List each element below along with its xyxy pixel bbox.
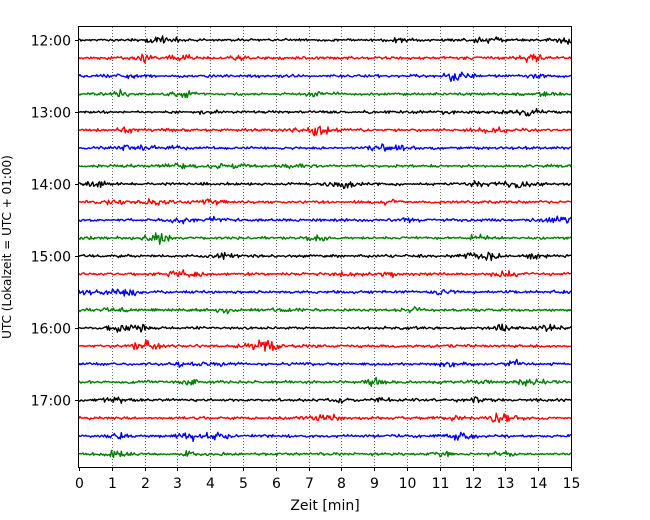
x-axis-ticks: 0 1 2 3 4 5 6 7 8 9 10 11 12 13 14 15 — [75, 467, 580, 492]
y-tick-label-1300: 13:00 — [31, 106, 71, 122]
trace-1315 — [78, 125, 572, 137]
trace-1215 — [78, 53, 572, 64]
x-axis-label: Zeit [min] — [290, 498, 359, 514]
y-tick-label-1700: 17:00 — [31, 394, 71, 410]
x-tick-label-1: 1 — [108, 476, 117, 492]
trace-1300 — [78, 108, 572, 117]
x-tick-label-10: 10 — [399, 476, 417, 492]
trace-1645 — [78, 376, 572, 387]
x-tick-label-15: 15 — [563, 476, 581, 492]
y-axis-label: UTC (Lokalzeit = UTC + 01:00) — [0, 155, 14, 339]
x-tick-label-0: 0 — [75, 476, 84, 492]
x-tick-label-14: 14 — [530, 476, 548, 492]
trace-1415 — [78, 198, 572, 206]
trace-1545 — [78, 306, 572, 315]
seismogram-traces — [78, 35, 572, 459]
trace-1430 — [78, 215, 572, 225]
y-axis-ticks: 12:00 13:00 14:00 15:00 16:00 17:00 — [31, 34, 79, 410]
trace-1515 — [78, 269, 572, 279]
x-tick-label-13: 13 — [497, 476, 515, 492]
trace-1330 — [78, 143, 572, 152]
y-tick-label-1500: 15:00 — [31, 250, 71, 266]
y-tick-label-1400: 14:00 — [31, 178, 71, 194]
y-tick-label-1600: 16:00 — [31, 322, 71, 338]
x-tick-label-6: 6 — [272, 476, 281, 492]
trace-1745 — [78, 449, 572, 459]
trace-1500 — [78, 251, 572, 262]
grid-lines — [112, 27, 539, 467]
x-tick-label-7: 7 — [305, 476, 314, 492]
trace-1445 — [78, 232, 572, 245]
x-tick-label-9: 9 — [370, 476, 379, 492]
x-tick-label-12: 12 — [465, 476, 483, 492]
trace-1615 — [78, 339, 572, 352]
x-tick-label-8: 8 — [337, 476, 346, 492]
y-tick-label-1200: 12:00 — [31, 34, 71, 50]
trace-1630 — [78, 358, 572, 368]
x-tick-label-11: 11 — [432, 476, 450, 492]
trace-1715 — [78, 412, 572, 424]
trace-1700 — [78, 396, 572, 404]
trace-1245 — [78, 88, 572, 99]
x-tick-label-2: 2 — [141, 476, 150, 492]
plot-frame — [78, 26, 572, 468]
x-tick-label-4: 4 — [206, 476, 215, 492]
trace-1530 — [78, 288, 572, 297]
trace-1200 — [78, 35, 572, 45]
x-tick-label-5: 5 — [239, 476, 248, 492]
trace-1400 — [78, 180, 572, 190]
trace-1230 — [78, 71, 572, 83]
trace-1600 — [78, 323, 572, 333]
x-tick-label-3: 3 — [173, 476, 182, 492]
trace-1345 — [78, 162, 572, 170]
trace-1730 — [78, 431, 572, 443]
